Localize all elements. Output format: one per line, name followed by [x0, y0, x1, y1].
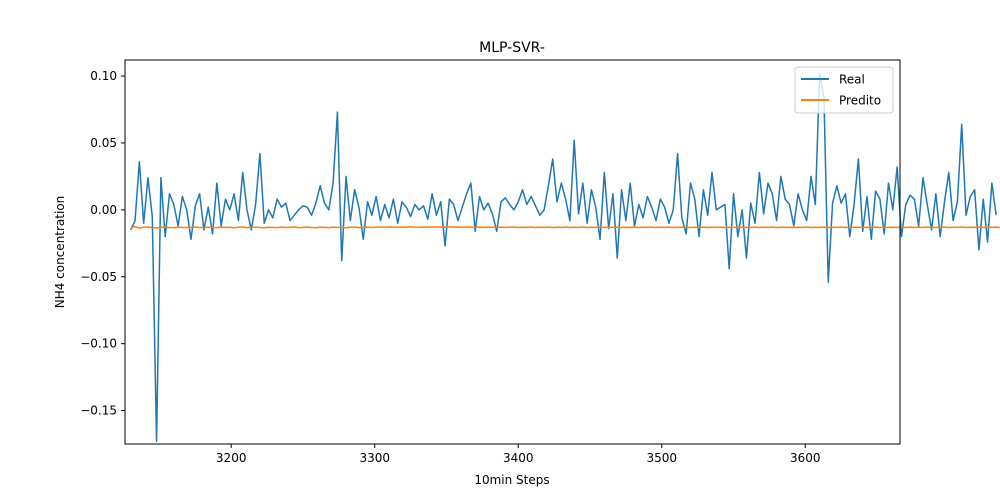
legend: Real Predito [794, 66, 894, 114]
y-tick-label: 0.05 [90, 136, 117, 150]
x-tick-label: 3400 [503, 451, 534, 465]
x-tick-label: 3300 [359, 451, 390, 465]
y-tick-label: −0.10 [80, 337, 117, 351]
plot-area [130, 72, 1000, 443]
series-line-real [130, 72, 997, 443]
x-tick-label: 3500 [646, 451, 677, 465]
y-tick-label: −0.05 [80, 270, 117, 284]
series-line-predito [130, 225, 1000, 230]
y-axis-label: NH4 concentration [53, 196, 67, 309]
x-axis-label: 10min Steps [474, 473, 549, 487]
chart-title: MLP-SVR- [479, 40, 545, 56]
y-tick-label: −0.15 [80, 404, 117, 418]
x-tick-label: 3200 [216, 451, 247, 465]
y-axis: −0.15 −0.10 −0.05 0.00 0.05 0.10 [80, 69, 125, 418]
legend-label-predito: Predito [839, 94, 881, 108]
x-tick-label: 3600 [790, 451, 821, 465]
y-tick-label: 0.10 [90, 69, 117, 83]
legend-label-real: Real [839, 73, 865, 87]
axes-frame [124, 59, 901, 445]
y-tick-label: 0.00 [90, 203, 117, 217]
x-axis: 3200 3300 3400 3500 3600 [216, 444, 821, 465]
